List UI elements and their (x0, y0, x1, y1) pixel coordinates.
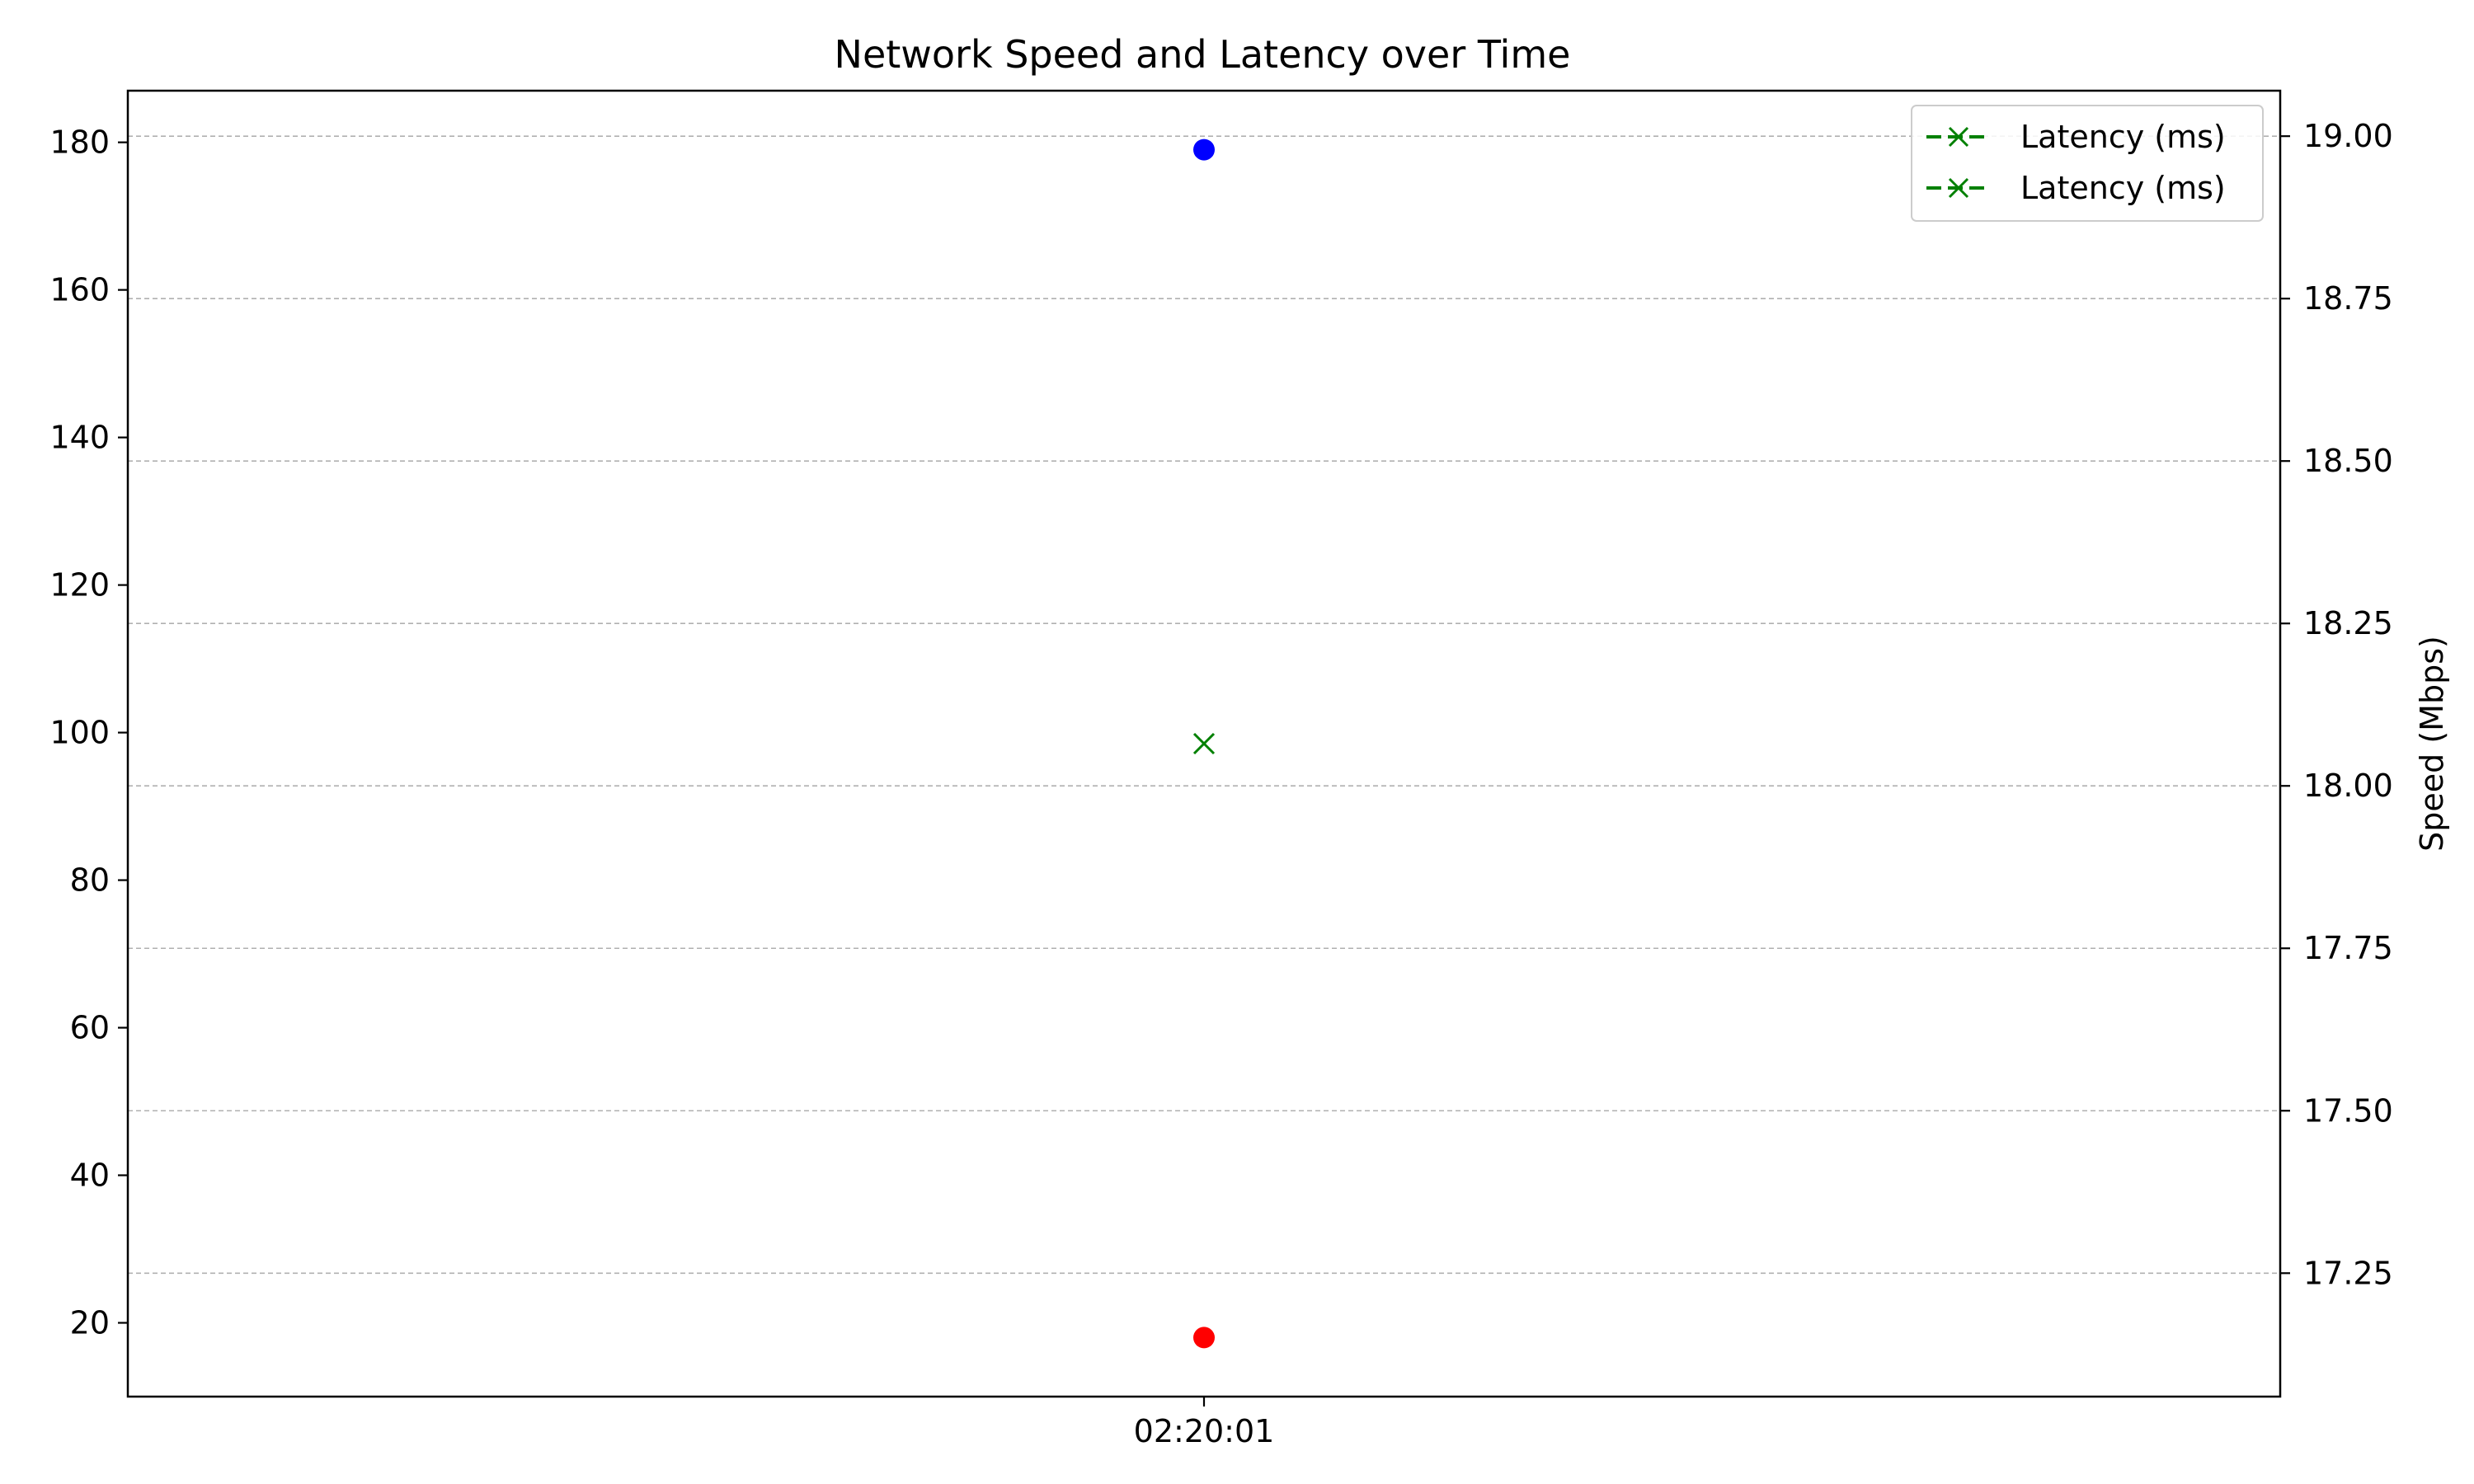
left-y-axis: 20 40 60 80 100 120 140 160 180 (49, 124, 128, 1341)
right-tick-label: 18.25 (2303, 605, 2393, 641)
right-tick-label: 17.50 (2303, 1092, 2393, 1129)
right-tick-label: 17.25 (2303, 1255, 2393, 1291)
data-point-0 (1193, 139, 1215, 161)
left-tick-label: 80 (70, 862, 110, 899)
legend-label: Latency (ms) (2020, 119, 2226, 155)
right-tick-label: 18.50 (2303, 443, 2393, 479)
grid-lines (128, 135, 2280, 1275)
right-y-axis: 17.25 17.50 17.75 18.00 18.25 18.50 18.75 19.00 (2280, 118, 2393, 1291)
right-axis-label: Speed (Mbps) (2414, 636, 2450, 852)
right-tick-label: 18.75 (2303, 280, 2393, 317)
legend-box (1911, 105, 2264, 222)
data-point-1 (1193, 1327, 1215, 1349)
left-tick-label: 120 (49, 567, 110, 603)
data-points (1192, 139, 1216, 1349)
right-tick-label: 19.00 (2303, 118, 2393, 154)
x-tick-label: 02:20:01 (1134, 1413, 1275, 1449)
left-tick-label: 160 (49, 272, 110, 308)
legend-x-marker-icon (1948, 126, 1969, 148)
x-axis: 02:20:01 (1134, 1397, 1275, 1449)
left-tick-label: 100 (49, 715, 110, 751)
right-tick-label: 17.75 (2303, 930, 2393, 966)
left-tick-label: 140 (49, 420, 110, 456)
data-point-2 (1192, 732, 1216, 755)
right-tick-label: 18.00 (2303, 768, 2393, 804)
legend: Latency (ms) Latency (ms) (1911, 105, 2264, 222)
left-tick-label: 40 (70, 1158, 110, 1194)
left-tick-label: 60 (70, 1010, 110, 1046)
chart-title: Network Speed and Latency over Time (835, 32, 1571, 77)
legend-label: Latency (ms) (2020, 170, 2226, 206)
left-tick-label: 20 (70, 1305, 110, 1341)
legend-x-marker-icon (1948, 177, 1969, 199)
left-tick-label: 180 (49, 124, 110, 161)
